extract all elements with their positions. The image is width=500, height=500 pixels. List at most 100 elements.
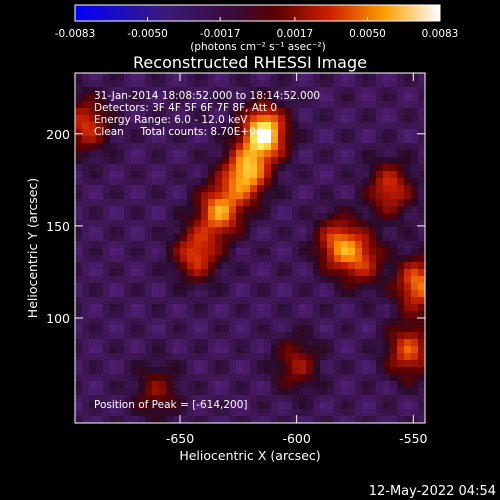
heatmap-cell — [96, 115, 104, 123]
heatmap-cell — [82, 255, 90, 263]
heatmap-cell — [418, 87, 425, 95]
heatmap-cell — [271, 129, 279, 137]
heatmap-cell — [152, 367, 160, 375]
heatmap-cell — [299, 325, 307, 333]
heatmap-cell — [208, 87, 216, 95]
heatmap-cell — [96, 206, 104, 214]
heatmap-cell — [362, 374, 370, 382]
heatmap-cell — [103, 199, 111, 207]
heatmap-cell — [194, 255, 202, 263]
heatmap-cell — [369, 213, 377, 221]
heatmap-cell — [334, 171, 342, 179]
heatmap-cell — [376, 220, 384, 228]
heatmap-cell — [292, 311, 300, 319]
heatmap-cell — [236, 206, 244, 214]
heatmap-cell — [306, 283, 314, 291]
heatmap-cell — [138, 185, 146, 193]
heatmap-cell — [355, 262, 363, 270]
heatmap-cell — [362, 402, 370, 410]
heatmap-cell — [355, 332, 363, 340]
heatmap-cell — [96, 304, 104, 312]
heatmap-cell — [173, 80, 181, 88]
heatmap-cell — [404, 388, 412, 396]
heatmap-cell — [341, 332, 349, 340]
heatmap-cell — [138, 80, 146, 88]
heatmap-cell — [201, 185, 209, 193]
heatmap-cell — [208, 360, 216, 368]
heatmap-cell — [131, 150, 139, 158]
heatmap-cell — [208, 388, 216, 396]
heatmap-cell — [327, 101, 335, 109]
heatmap-cell — [159, 283, 167, 291]
heatmap-cell — [264, 339, 272, 347]
heatmap-cell — [110, 136, 118, 144]
heatmap-cell — [229, 143, 237, 151]
heatmap-cell — [166, 381, 174, 389]
heatmap-cell — [327, 269, 335, 277]
heatmap-cell — [362, 178, 370, 186]
heatmap-cell — [201, 395, 209, 403]
heatmap-cell — [383, 122, 391, 130]
heatmap-cell — [264, 241, 272, 249]
heatmap-cell — [159, 213, 167, 221]
heatmap-cell — [180, 360, 188, 368]
heatmap-cell — [75, 339, 83, 347]
heatmap-cell — [82, 199, 90, 207]
heatmap-cell — [348, 136, 356, 144]
heatmap-cell — [145, 143, 153, 151]
heatmap-cell — [306, 367, 314, 375]
heatmap-cell — [257, 318, 265, 326]
heatmap-cell — [194, 346, 202, 354]
heatmap-cell — [313, 332, 321, 340]
heatmap-cell — [285, 164, 293, 172]
heatmap-cell — [215, 185, 223, 193]
heatmap-cell — [383, 409, 391, 417]
heatmap-cell — [320, 409, 328, 417]
heatmap-cell — [362, 73, 370, 81]
heatmap-cell — [89, 213, 97, 221]
heatmap-cell — [264, 199, 272, 207]
heatmap-cell — [222, 80, 230, 88]
heatmap-cell — [117, 248, 125, 256]
heatmap-cell — [355, 325, 363, 333]
heatmap-cell — [229, 311, 237, 319]
heatmap-cell — [390, 199, 398, 207]
heatmap-cell — [285, 157, 293, 165]
heatmap-cell — [243, 395, 251, 403]
heatmap-cell — [215, 332, 223, 340]
heatmap-cell — [208, 353, 216, 361]
heatmap-cell — [131, 262, 139, 270]
heatmap-cell — [411, 143, 419, 151]
heatmap-cell — [390, 227, 398, 235]
heatmap-cell — [299, 178, 307, 186]
heatmap-cell — [103, 269, 111, 277]
heatmap-cell — [222, 87, 230, 95]
heatmap-cell — [229, 171, 237, 179]
heatmap-cell — [376, 150, 384, 158]
heatmap-cell — [75, 360, 83, 368]
heatmap-cell — [320, 241, 328, 249]
heatmap-cell — [117, 178, 125, 186]
heatmap-cell — [250, 381, 258, 389]
heatmap-cell — [103, 381, 111, 389]
heatmap-cell — [215, 94, 223, 102]
heatmap-cell — [145, 332, 153, 340]
heatmap-cell — [334, 276, 342, 284]
heatmap-cell — [348, 94, 356, 102]
heatmap-cell — [180, 164, 188, 172]
heatmap-cell — [201, 227, 209, 235]
heatmap-cell — [348, 325, 356, 333]
heatmap-cell — [376, 374, 384, 382]
heatmap-cell — [299, 346, 307, 354]
heatmap-cell — [376, 213, 384, 221]
heatmap-cell — [348, 381, 356, 389]
heatmap-cell — [411, 185, 419, 193]
y-tick-label: 100 — [46, 311, 70, 326]
heatmap-cell — [334, 122, 342, 130]
heatmap-cell — [103, 192, 111, 200]
x-axis-label: Heliocentric X (arcsec) — [179, 448, 320, 463]
heatmap-cell — [306, 136, 314, 144]
heatmap-cell — [229, 262, 237, 270]
heatmap-cell — [306, 276, 314, 284]
heatmap-cell — [334, 129, 342, 137]
